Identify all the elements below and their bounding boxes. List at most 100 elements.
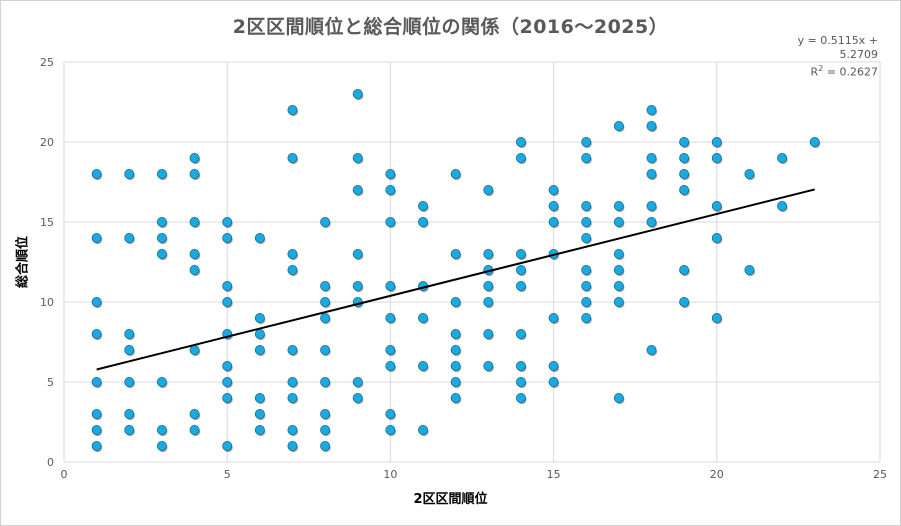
r2-prefix: R — [810, 65, 819, 79]
data-point — [352, 376, 363, 387]
data-point — [646, 344, 657, 355]
data-point — [646, 121, 657, 132]
data-point — [287, 248, 298, 259]
data-point — [91, 440, 102, 451]
data-point — [320, 408, 331, 419]
data-point — [777, 200, 788, 211]
data-point — [91, 168, 102, 179]
data-point — [222, 232, 233, 243]
trendline-equation: y = 0.5115x + 5.2709 R2 = 0.2627 — [760, 34, 878, 80]
data-point — [222, 376, 233, 387]
data-point — [483, 184, 494, 195]
data-point — [581, 152, 592, 163]
y-tick-label: 25 — [40, 56, 54, 69]
data-point — [254, 424, 265, 435]
x-tick-label: 10 — [383, 468, 397, 481]
trendline — [96, 188, 815, 371]
data-point — [352, 280, 363, 291]
data-point — [581, 264, 592, 275]
data-point — [646, 152, 657, 163]
data-point — [385, 408, 396, 419]
data-point — [581, 216, 592, 227]
data-point — [679, 296, 690, 307]
data-point — [548, 216, 559, 227]
data-point — [156, 232, 167, 243]
gridlines — [63, 61, 881, 463]
data-point — [222, 296, 233, 307]
data-point — [515, 264, 526, 275]
data-point — [613, 216, 624, 227]
data-point — [189, 264, 200, 275]
data-point — [450, 344, 461, 355]
data-point — [809, 136, 820, 147]
data-point — [450, 376, 461, 387]
data-point — [777, 152, 788, 163]
data-point — [548, 360, 559, 371]
data-point — [91, 408, 102, 419]
data-point — [385, 344, 396, 355]
data-point — [254, 408, 265, 419]
data-point — [711, 232, 722, 243]
data-point — [385, 360, 396, 371]
data-point — [124, 424, 135, 435]
data-point — [679, 136, 690, 147]
data-point — [189, 344, 200, 355]
data-point — [320, 216, 331, 227]
data-point — [189, 216, 200, 227]
data-point — [385, 184, 396, 195]
data-point — [352, 184, 363, 195]
data-point — [124, 328, 135, 339]
r2-value: = 0.2627 — [823, 65, 878, 79]
data-point — [483, 296, 494, 307]
data-point — [711, 136, 722, 147]
data-point — [548, 376, 559, 387]
data-point — [222, 392, 233, 403]
data-point — [352, 152, 363, 163]
data-point — [156, 440, 167, 451]
data-point — [287, 344, 298, 355]
data-point — [711, 152, 722, 163]
data-point — [548, 184, 559, 195]
y-tick-label: 10 — [40, 296, 54, 309]
data-point — [515, 248, 526, 259]
data-point — [189, 248, 200, 259]
data-point — [418, 312, 429, 323]
y-tick-label: 5 — [47, 376, 54, 389]
data-point — [189, 152, 200, 163]
data-point — [287, 440, 298, 451]
data-point — [515, 152, 526, 163]
data-point — [581, 136, 592, 147]
data-point — [320, 424, 331, 435]
x-tick-label: 25 — [873, 468, 887, 481]
data-point — [515, 392, 526, 403]
data-point — [581, 296, 592, 307]
data-point — [320, 440, 331, 451]
data-point — [581, 312, 592, 323]
data-point — [91, 376, 102, 387]
data-point — [385, 280, 396, 291]
data-point — [483, 248, 494, 259]
x-tick-label: 15 — [547, 468, 561, 481]
data-point — [418, 216, 429, 227]
data-point — [222, 360, 233, 371]
data-point — [613, 280, 624, 291]
y-tick-label: 15 — [40, 216, 54, 229]
data-point — [385, 216, 396, 227]
data-point — [646, 216, 657, 227]
data-point — [156, 168, 167, 179]
data-point — [124, 408, 135, 419]
data-point — [711, 312, 722, 323]
data-point — [91, 424, 102, 435]
data-point — [744, 168, 755, 179]
data-point — [352, 248, 363, 259]
data-point — [450, 248, 461, 259]
data-point — [320, 344, 331, 355]
x-tick-label: 5 — [224, 468, 231, 481]
y-axis-ticks: 0 5 10 15 20 25 — [40, 56, 54, 469]
x-axis-label: 2区区間順位 — [413, 492, 488, 507]
data-point — [124, 344, 135, 355]
x-axis-ticks: 0 5 10 15 20 25 — [61, 468, 888, 481]
data-point — [679, 264, 690, 275]
data-point — [613, 121, 624, 132]
data-point — [515, 136, 526, 147]
